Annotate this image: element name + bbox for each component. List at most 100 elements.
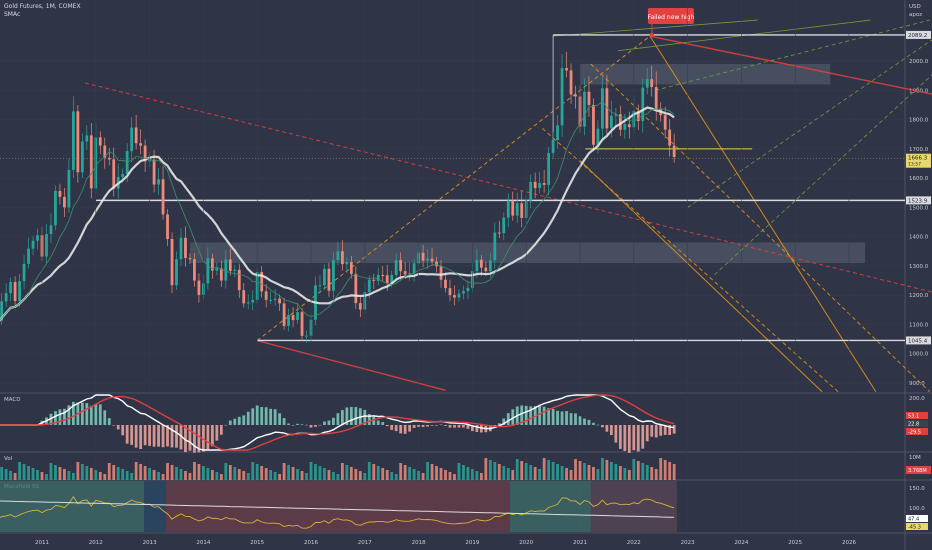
candle-body	[296, 312, 299, 321]
macd-bar	[251, 408, 255, 425]
candle-body	[601, 88, 604, 129]
y-tick-label: 1000.0	[909, 352, 929, 358]
candle-body	[166, 214, 169, 239]
volume-bar	[538, 469, 542, 480]
volume-bar	[139, 464, 143, 480]
candle-body	[408, 273, 412, 275]
macd-bar	[260, 406, 264, 425]
macd-bar	[273, 409, 277, 425]
candle-body	[332, 260, 335, 291]
candle-body	[269, 299, 273, 301]
candle-body	[49, 225, 53, 235]
macd-bar	[264, 407, 268, 425]
candle-body	[98, 137, 102, 146]
volume-bar	[148, 468, 151, 480]
candle-body	[103, 145, 107, 158]
volume-bar	[130, 473, 134, 480]
candle-body	[430, 258, 434, 262]
currency-label: USD	[909, 4, 921, 10]
x-tick-label: 2023	[681, 540, 695, 546]
volume-bar	[636, 461, 640, 480]
candle-body	[179, 237, 183, 260]
macd-bar	[430, 425, 434, 426]
volume-bar	[233, 467, 237, 480]
volume-bar	[381, 468, 385, 480]
candle-body	[215, 268, 219, 271]
macd-bar	[614, 425, 618, 443]
macd-signal-line	[0, 394, 675, 451]
volume-bar	[18, 462, 21, 480]
candle-body	[529, 181, 533, 201]
volume-bar	[592, 467, 595, 480]
rs-tick: 100.0	[909, 506, 925, 512]
volume-bar	[659, 458, 663, 480]
volume-bar	[210, 470, 214, 480]
candle-body	[520, 203, 524, 218]
macd-bar	[645, 425, 649, 442]
candle-body	[412, 263, 416, 274]
macd-bar	[219, 425, 223, 435]
candle-body	[76, 111, 80, 173]
macd-value: 22.8	[908, 422, 919, 428]
volume-bar	[63, 469, 66, 480]
candle-body	[488, 260, 492, 272]
macd-bar	[538, 405, 542, 425]
candle-body	[336, 251, 340, 261]
macd-bar	[381, 422, 385, 425]
volume-bar	[654, 469, 658, 480]
volume-bar	[408, 467, 412, 480]
candle-body	[394, 260, 398, 275]
macd-bar	[336, 413, 340, 425]
volume-bar	[358, 471, 362, 480]
x-tick-label: 2022	[627, 540, 641, 546]
x-tick-label: 2018	[412, 540, 426, 546]
candle-body	[340, 251, 344, 265]
orange-fork-4	[542, 127, 839, 393]
volume-bar	[327, 470, 331, 480]
macd-bar	[609, 425, 613, 436]
macd-bar	[170, 425, 174, 448]
candle-body	[583, 91, 586, 127]
candle-body	[206, 258, 210, 284]
macd-bar	[278, 413, 282, 425]
volume-bar	[260, 466, 264, 480]
volume-bar	[202, 466, 205, 480]
last-price-bg	[906, 153, 931, 168]
volume-bar	[578, 461, 582, 480]
candle-body	[242, 290, 246, 304]
candle-body	[358, 303, 362, 310]
ma-20-line	[0, 106, 675, 322]
macd-bar	[202, 425, 205, 452]
macd-bar	[466, 425, 470, 429]
macd-bar	[340, 410, 344, 425]
macd-bar	[453, 425, 456, 428]
macd-bar	[89, 405, 93, 425]
macd-bar	[125, 425, 129, 444]
candle-body	[614, 114, 618, 116]
macd-bar	[636, 425, 640, 452]
candle-body	[569, 70, 573, 95]
candle-body	[233, 269, 237, 271]
candle-body	[273, 298, 277, 300]
macd-bar	[574, 413, 577, 425]
macd-bar	[237, 416, 241, 425]
volume-bar	[453, 474, 456, 480]
ma-10-line	[0, 100, 675, 321]
volume-value: 3.768M	[908, 468, 927, 474]
macd-bar	[148, 425, 151, 446]
candle-body	[184, 237, 187, 259]
macd-bar	[462, 425, 465, 428]
volume-bar	[161, 474, 165, 480]
macd-bar	[54, 411, 57, 425]
candle-body	[125, 151, 129, 175]
volume-bar	[511, 470, 515, 480]
candle-body	[323, 268, 326, 286]
y-tick-label: 1700.0	[909, 147, 929, 153]
volume-bar	[31, 468, 35, 480]
macd-bar	[349, 406, 353, 425]
x-tick-label: 2012	[89, 540, 103, 546]
volume-bar	[340, 463, 344, 480]
candle-body	[551, 140, 555, 153]
downtrend-dashed	[84, 82, 932, 293]
